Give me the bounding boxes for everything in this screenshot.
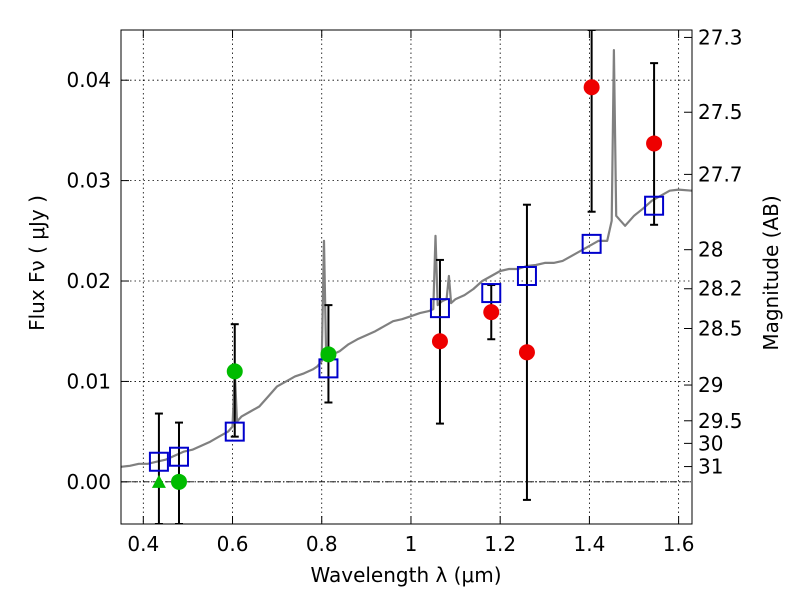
model-photometry-point-5 — [481, 283, 502, 304]
green-detections-point-1 — [226, 363, 243, 380]
y2-tick-label-2: 27.7 — [698, 162, 743, 186]
x-axis-label: Wavelength λ (μm) — [310, 563, 501, 587]
x-tick-label-2: 0.8 — [306, 532, 338, 556]
red-detections-point-1 — [483, 304, 500, 321]
model-photometry-point-6 — [516, 265, 537, 286]
y-axis-label: Flux Fν ( μJy ) — [25, 195, 49, 331]
y2-tick-label-9: 31 — [698, 455, 723, 479]
x-tick-label-3: 1 — [405, 532, 418, 556]
y-tick-label-2: 0.02 — [66, 269, 111, 293]
green-detections-point-2 — [320, 346, 337, 363]
y2-tick-label-5: 28.5 — [698, 317, 743, 341]
x-tick-label-0: 0.4 — [127, 532, 159, 556]
green-upper-limit-point-0 — [151, 474, 166, 488]
x-tick-label-6: 1.6 — [663, 532, 695, 556]
y2-tick-label-3: 28 — [698, 238, 723, 262]
model-photometry-point-0 — [148, 451, 169, 472]
plot-area — [121, 30, 692, 524]
model-photometry-point-7 — [581, 233, 602, 254]
y2-tick-label-0: 27.3 — [698, 25, 743, 49]
red-detections-point-0 — [431, 333, 448, 350]
x-tick-label-4: 1.2 — [484, 532, 516, 556]
grid — [121, 30, 692, 524]
red-detections-point-4 — [646, 135, 663, 152]
model-photometry-point-2 — [224, 421, 245, 442]
ticks: 0.4 0.6 0.8 1 1.2 1.4 1.6 0.00 0.01 0.02 0.03 0.04 2… — [66, 25, 742, 556]
model-photometry-point-1 — [168, 446, 189, 467]
x-tick-label-1: 0.6 — [217, 532, 249, 556]
y-tick-label-3: 0.03 — [66, 169, 111, 193]
y-tick-label-4: 0.04 — [66, 68, 111, 92]
y2-tick-label-6: 29 — [698, 373, 723, 397]
y2-tick-label-4: 28.2 — [698, 277, 743, 301]
y-tick-label-0: 0.00 — [66, 470, 111, 494]
red-detections-point-2 — [518, 344, 535, 361]
x-tick-label-5: 1.4 — [573, 532, 605, 556]
red-detections-point-3 — [583, 79, 600, 96]
y2-tick-label-8: 30 — [698, 431, 723, 455]
green-detections-point-0 — [170, 473, 187, 490]
model-photometry-point-8 — [644, 195, 665, 216]
y2-axis-label: Magnitude (AB) — [759, 195, 783, 350]
y2-tick-label-1: 27.5 — [698, 100, 743, 124]
y-tick-label-1: 0.01 — [66, 369, 111, 393]
plot-frame — [120, 29, 693, 525]
y2-tick-label-7: 29.5 — [698, 409, 743, 433]
plot-layer — [121, 30, 692, 524]
model-photometry-point-4 — [429, 298, 450, 319]
